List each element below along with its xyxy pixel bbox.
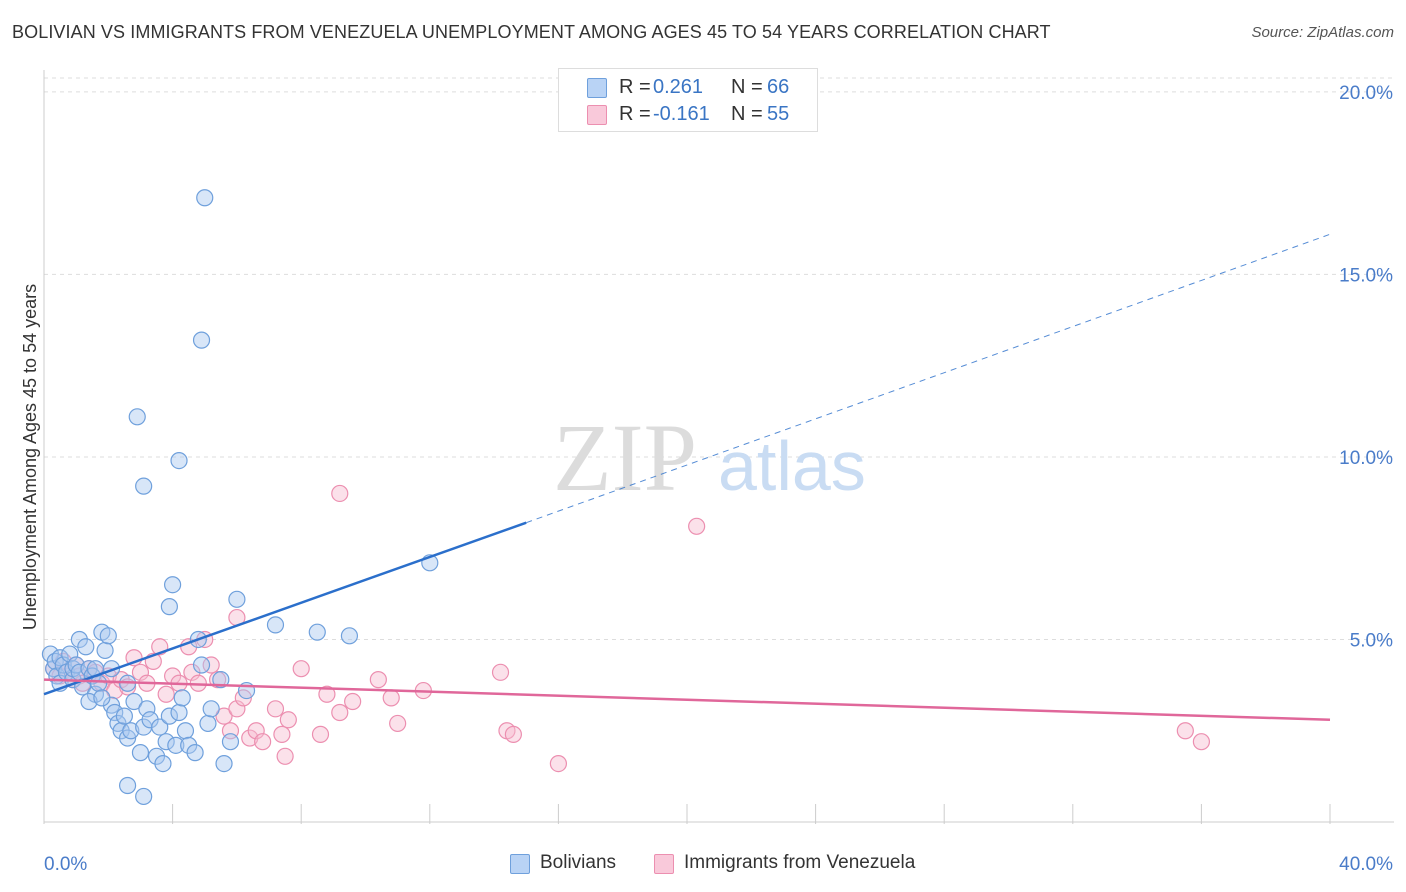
bolivian-point (157, 733, 175, 751)
n-value: 55 (767, 103, 790, 125)
bolivian-point (128, 408, 146, 426)
bolivian-point (170, 703, 188, 722)
bolivian-point (176, 722, 195, 740)
venezuela-point (1176, 722, 1194, 740)
r-label: R = (619, 76, 651, 98)
bolivian-point (106, 703, 124, 722)
bolivian-point (154, 754, 172, 773)
bolivian-point (164, 576, 182, 594)
r-value: 0.261 (653, 76, 704, 98)
venezuela-point (276, 747, 294, 765)
bolivian-point (221, 733, 240, 751)
bolivian-point (135, 477, 153, 495)
stats-row-bolivians: R = 0.261 N = 66 (559, 74, 817, 100)
venezuela-point (131, 663, 150, 681)
bolivian-point (215, 754, 233, 773)
bolivian-point (160, 598, 178, 616)
bolivian-point (135, 787, 153, 806)
bolivian-point (131, 744, 150, 762)
bolivians-swatch (587, 78, 607, 98)
bolivian-point (212, 671, 230, 689)
y-tick-label: 20.0% (1339, 83, 1393, 104)
venezuela-point (202, 656, 220, 674)
bolivian-point (170, 452, 188, 470)
venezuela-point (254, 733, 272, 751)
venezuela-point (389, 714, 407, 733)
chart-legend: Bolivians Immigrants from Venezuela (0, 852, 1406, 878)
stats-row-venezuela: R = -0.161 N = 55 (559, 101, 817, 127)
bolivian-point (308, 623, 326, 641)
bolivian-point (138, 700, 156, 718)
n-value: 66 (767, 76, 790, 98)
venezuela-point (369, 671, 387, 689)
venezuela-point (215, 707, 233, 725)
venezuela-point (331, 703, 349, 722)
bolivian-point (192, 331, 211, 349)
bolivian-point (99, 627, 117, 645)
y-tick-label: 15.0% (1339, 265, 1393, 286)
stats-legend-box: R = 0.261 N = 66 R = -0.161 N = 55 (558, 68, 818, 132)
bolivian-point (160, 707, 178, 725)
source-label: Source: ZipAtlas.com (1251, 24, 1394, 41)
venezuela-point (228, 700, 246, 718)
y-tick-label: 10.0% (1339, 448, 1393, 469)
chart-title: BOLIVIAN VS IMMIGRANTS FROM VENEZUELA UN… (12, 22, 1051, 42)
bolivian-point (228, 590, 246, 608)
venezuela-point (279, 711, 297, 729)
bolivian-point (192, 656, 211, 674)
bolivian-point (93, 689, 111, 707)
venezuela-point (344, 692, 362, 711)
bolivian-point (77, 638, 95, 656)
watermark-atlas: atlas (718, 427, 866, 505)
x-tick-label: 40.0% (1339, 854, 1393, 875)
bolivian-point (118, 776, 137, 795)
bolivian-point (196, 189, 214, 207)
venezuela-swatch (587, 105, 607, 125)
venezuela-point (318, 685, 336, 703)
venezuela-point (266, 700, 285, 718)
bolivian-point (80, 692, 98, 711)
bolivian-point (173, 689, 191, 707)
r-label: R = (619, 103, 651, 125)
venezuela-point (247, 722, 265, 740)
bolivian-point (125, 692, 143, 711)
y-axis-title: Unemployment Among Ages 45 to 54 years (20, 284, 40, 630)
bolivian-point (61, 645, 79, 663)
venezuela-point (157, 685, 175, 703)
venezuela-point (491, 663, 510, 681)
bolivian-point (167, 736, 185, 754)
r-value: -0.161 (653, 103, 710, 125)
legend-label-bolivians: Bolivians (540, 852, 617, 873)
n-label: N = (731, 76, 763, 98)
bolivian-point (266, 616, 285, 634)
n-label: N = (731, 103, 763, 125)
legend-label-venezuela: Immigrants from Venezuela (684, 852, 916, 873)
venezuela-point (292, 660, 310, 678)
venezuela-point (311, 725, 330, 743)
bolivian-point (115, 707, 133, 725)
bolivian-point (96, 641, 114, 660)
venezuela-point (504, 725, 522, 743)
watermark: ZIP atlas (553, 404, 866, 511)
watermark-zip: ZIP (553, 404, 697, 511)
bolivian-point (122, 722, 140, 740)
x-tick-label: 0.0% (44, 854, 87, 875)
bolivian-point (340, 627, 359, 645)
venezuela-point (1192, 733, 1211, 751)
bolivians-trend-line (43, 521, 527, 696)
bolivian-point (199, 714, 217, 733)
venezuela-point (688, 517, 706, 535)
venezuela-point (382, 689, 400, 707)
venezuela-legend-swatch (654, 854, 674, 874)
y-tick-label: 5.0% (1350, 630, 1393, 651)
venezuela-point (331, 484, 349, 503)
bolivian-point (202, 700, 220, 718)
bolivian-point (151, 718, 169, 736)
venezuela-trend-line (43, 678, 1331, 722)
bolivians-legend-swatch (510, 854, 530, 874)
venezuela-point (549, 754, 568, 773)
bolivian-point (186, 744, 204, 762)
venezuela-point (273, 725, 291, 743)
